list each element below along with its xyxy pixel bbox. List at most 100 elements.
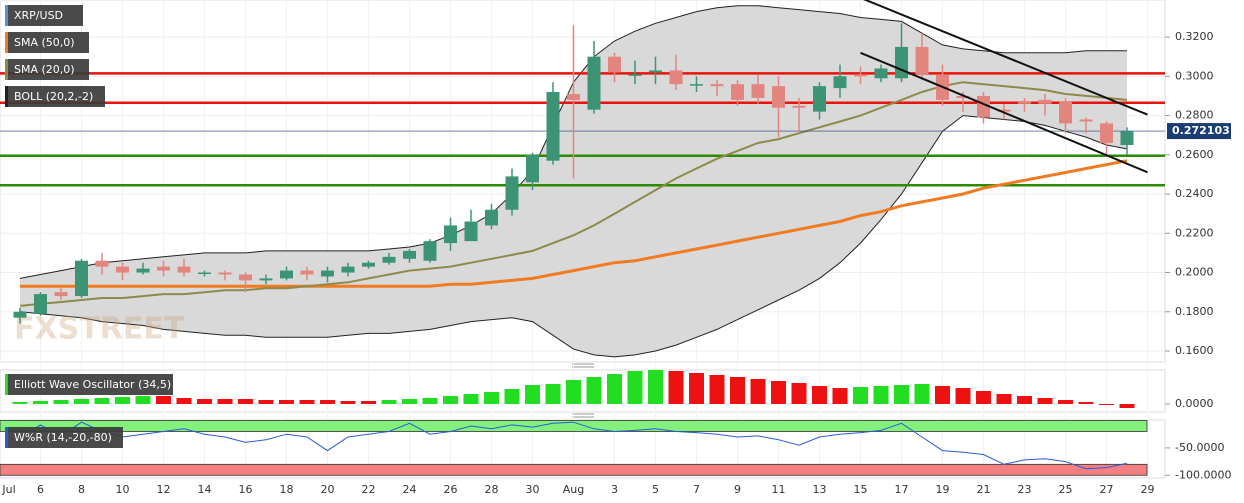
oscillator-bar [853,387,868,404]
candle-body [280,270,293,279]
oscillator-bar [197,399,212,404]
legend-label: BOLL (20,2,-2) [14,90,93,103]
oscillator-bar [771,381,786,404]
last-price-box [1167,123,1231,140]
oscillator-bar [545,384,561,404]
candle-body [157,266,170,271]
x-tick-label: 26 [444,483,458,496]
zone-band [0,420,1148,432]
pane-grip[interactable] [572,363,594,368]
candle-body [362,262,375,267]
candle-body [300,270,314,275]
x-tick-label: 21 [977,483,991,496]
candle-body [34,294,47,314]
x-tick-label: 17 [895,483,909,496]
legend-box [5,5,83,26]
x-tick-label: 8 [78,483,85,496]
oscillator-bar [279,400,294,404]
candle-body [546,92,560,161]
x-tick-label: Jul [1,483,15,496]
y-tick-label: 0.3000 [1175,69,1214,82]
oscillator-bar [873,386,889,404]
candle-body [177,266,191,273]
candle-body [54,292,68,297]
y-tick-label: 0.3200 [1175,30,1214,43]
candle-body [341,266,355,273]
x-tick-label: 11 [772,483,786,496]
oscillator-bar [299,400,315,404]
candle-body [321,270,334,277]
oscillator-bar [381,400,397,404]
oscillator-bar [320,400,335,404]
candle-body [423,241,437,261]
y-tick-label: 0.2000 [1175,266,1214,279]
x-tick-label: 18 [280,483,294,496]
y-tick-label: -50.0000 [1175,441,1224,454]
candle-body [444,225,457,244]
plot-area: FXSTREET [0,5,1165,358]
oscillator-bar [1099,404,1114,405]
legend-swatch [5,32,8,53]
candle-body [813,86,826,112]
oscillator-bar [238,399,253,404]
bollinger-fill [20,5,1127,357]
oscillator-bar [217,399,233,404]
candle-body [587,56,601,110]
y-tick-label: 0.2200 [1175,226,1214,239]
x-tick-label: 13 [813,483,827,496]
legend-swatch [5,59,8,80]
oscillator-bar [627,371,643,404]
candle-body [485,209,498,226]
candle-body [874,68,888,79]
candle-body [75,260,88,297]
legend-label: SMA (20,0) [14,63,75,76]
oscillator-bar [935,386,950,404]
oscillator-bar [443,396,458,404]
candle-body [956,95,970,98]
oscillator-bar [484,392,499,404]
oscillator-bar [504,389,520,404]
oscillator-bar [1078,402,1094,404]
wr-line [19,421,1128,470]
x-tick-label: 28 [485,483,499,496]
candle-body [198,272,211,275]
oscillator-bar [1119,404,1135,408]
oscillator-bar [730,377,745,404]
candle-body [997,109,1011,112]
x-tick-label: 7 [693,483,700,496]
x-tick-label: 22 [362,483,376,496]
x-tick-label: 30 [526,483,540,496]
oscillator-bar [709,375,725,404]
candle-body [136,268,150,273]
oscillator-bar [976,391,991,404]
x-tick-label: 24 [403,483,417,496]
candle-body [95,260,109,267]
legend-box [5,59,89,80]
candle-body [239,274,252,281]
oscillator-bar [894,385,909,404]
oscillator-bar [832,388,848,404]
candle-body [895,46,908,79]
legend-swatch [5,427,8,448]
candle-body [1038,99,1052,104]
candle-body [382,256,396,263]
x-tick-label: 25 [1059,483,1073,496]
oscillator-bar [914,384,930,404]
legend-swatch [5,5,8,26]
y-tick-label: 0.2800 [1175,109,1214,122]
oscillator-bar [955,388,971,404]
candle-body [915,46,929,75]
pane-grip[interactable] [572,413,594,418]
candle-body [403,250,416,259]
oscillator-bar [812,386,827,404]
candle-body [690,84,703,86]
x-tick-label: 12 [157,483,171,496]
y-tick-label: 0.1800 [1175,305,1214,318]
x-tick-label: 29 [1141,483,1155,496]
oscillator-bar [1017,396,1032,404]
candle-body [669,70,683,85]
candle-body [13,311,27,318]
oscillator-bar [94,398,110,404]
legend-label: XRP/USD [14,9,63,22]
